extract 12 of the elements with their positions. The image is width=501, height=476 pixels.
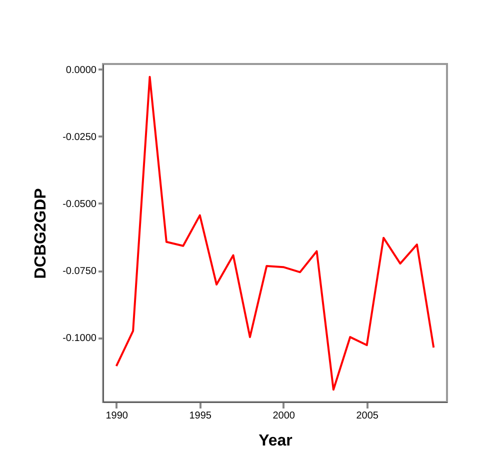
y-tick-label: 0.0000 (66, 64, 97, 76)
y-tick-label: -0.0750 (62, 266, 97, 278)
y-tick-label: -0.0250 (62, 132, 97, 143)
x-tick-label: 1990 (106, 410, 128, 422)
x-tick-label: 1995 (189, 410, 212, 422)
line-series (115, 76, 435, 391)
y-tick-label: -0.0500 (62, 198, 97, 210)
x-tick-label: 2000 (272, 410, 296, 422)
y-tick-label: -0.1000 (62, 333, 97, 344)
x-tick-label: 2005 (356, 410, 379, 422)
y-axis-title: DCBG2GDP (32, 188, 50, 279)
x-axis-title: Year (258, 432, 292, 450)
